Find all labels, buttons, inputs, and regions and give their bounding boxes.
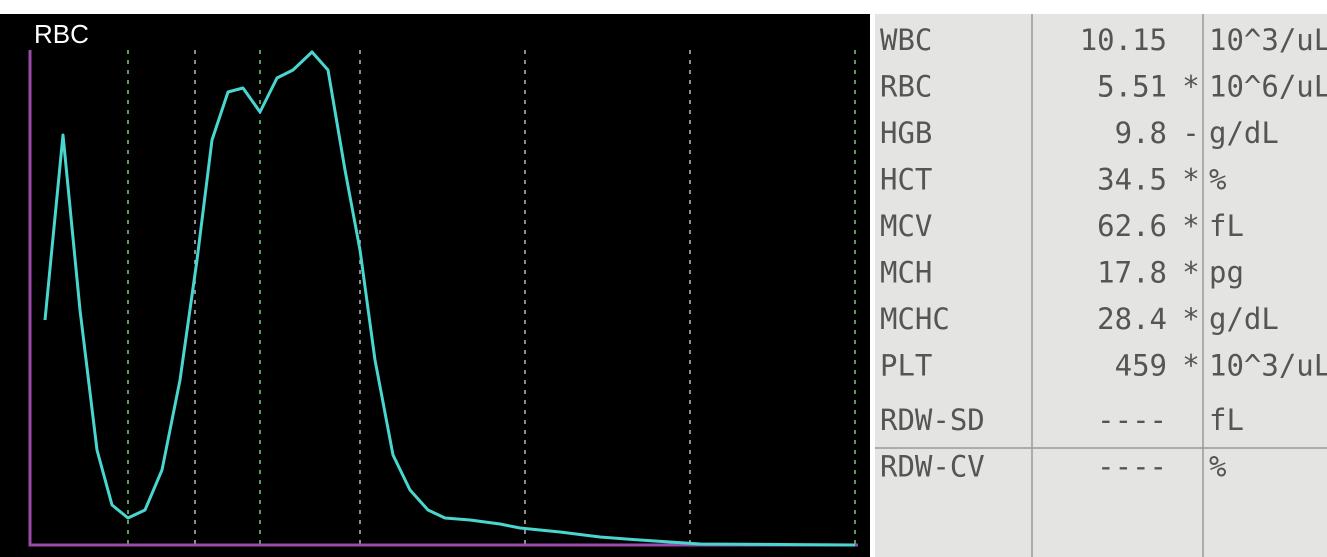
row-name: MCV: [880, 209, 932, 243]
row-flag: *: [1182, 302, 1199, 336]
row-value: ----: [1097, 403, 1167, 437]
row-name: MCH: [880, 256, 932, 290]
row-value: 10.15: [1080, 23, 1167, 57]
row-unit: fL: [1209, 209, 1244, 243]
row-unit: fL: [1209, 403, 1244, 437]
row-name: RDW-CV: [880, 450, 985, 484]
row-value: 17.8: [1097, 256, 1167, 290]
row-value: 9.8: [1115, 116, 1167, 150]
row-name: RDW-SD: [880, 403, 985, 437]
row-name: RBC: [880, 70, 932, 104]
row-unit: pg: [1209, 256, 1244, 290]
histogram-background: [0, 14, 870, 557]
histogram-label: RBC: [34, 19, 89, 49]
row-name: HGB: [880, 116, 932, 150]
row-flag: *: [1182, 209, 1199, 243]
screen: RBC WBC 10.15 10^3/uL RBC 5.51 * 10^6/uL HGB 9.8…: [0, 0, 1327, 557]
row-unit: g/dL: [1209, 116, 1279, 150]
row-value: 62.6: [1097, 209, 1167, 243]
row-value: 28.4: [1097, 302, 1167, 336]
row-unit: g/dL: [1209, 302, 1279, 336]
row-unit: %: [1209, 450, 1226, 484]
row-flag: -: [1182, 116, 1199, 150]
row-name: WBC: [880, 23, 932, 57]
histogram-panel: RBC: [0, 14, 870, 557]
row-unit: %: [1209, 163, 1226, 197]
row-name: MCHC: [880, 302, 950, 336]
row-flag: *: [1182, 163, 1199, 197]
row-value: 459: [1115, 349, 1167, 383]
row-flag: *: [1182, 70, 1199, 104]
row-unit: 10^3/uL: [1209, 349, 1327, 383]
row-unit: 10^6/uL: [1209, 70, 1327, 104]
row-name: HCT: [880, 163, 932, 197]
row-flag: *: [1182, 256, 1199, 290]
row-flag: *: [1182, 349, 1199, 383]
row-name: PLT: [880, 349, 932, 383]
row-value: ----: [1097, 450, 1167, 484]
row-unit: 10^3/uL: [1209, 23, 1327, 57]
row-value: 5.51: [1097, 70, 1167, 104]
row-value: 34.5: [1097, 163, 1167, 197]
